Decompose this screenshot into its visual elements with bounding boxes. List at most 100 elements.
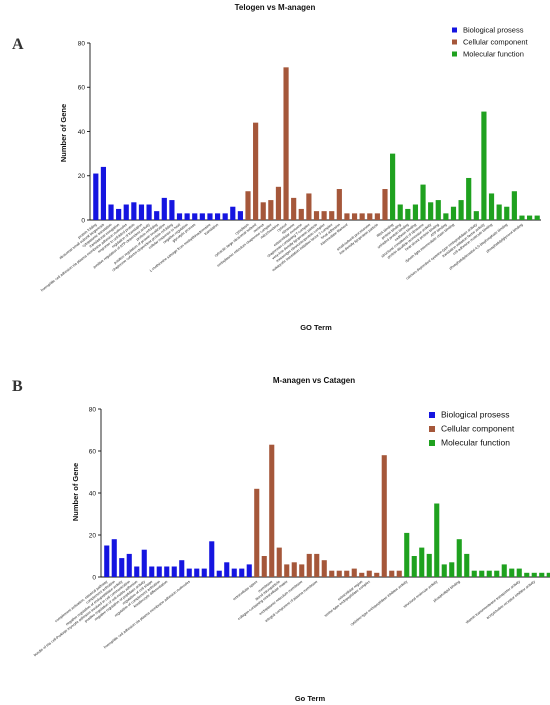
bar	[314, 553, 320, 577]
y-tick-label: 20	[89, 532, 97, 539]
bar	[374, 572, 380, 577]
bar	[426, 553, 432, 577]
bar	[519, 215, 525, 220]
bar	[329, 570, 335, 577]
bar	[359, 572, 365, 577]
bar	[511, 191, 517, 220]
chart-b-legend: Biological prosess Cellular component Mole…	[429, 410, 515, 448]
legend-label: Molecular function	[441, 438, 510, 448]
bar	[169, 200, 175, 220]
bar	[466, 177, 472, 220]
chart-b-title: M-anagen vs Catagen	[273, 376, 355, 385]
bar	[504, 206, 510, 220]
bar	[231, 568, 237, 577]
chart-b-bars	[104, 444, 550, 577]
bar	[449, 562, 455, 577]
bar	[396, 570, 402, 577]
bar	[419, 547, 425, 577]
chart-a-legend: Biological prosess Cellular component Mole…	[452, 26, 529, 59]
bar	[269, 444, 275, 577]
bar	[276, 547, 282, 577]
bar	[268, 200, 274, 220]
bar	[222, 213, 228, 220]
bar	[141, 549, 147, 577]
bar	[299, 564, 305, 577]
legend-label: Biological prosess	[463, 26, 524, 35]
bar	[284, 564, 290, 577]
bar	[171, 566, 177, 577]
bar	[344, 570, 350, 577]
bar	[111, 539, 117, 577]
legend-swatch	[452, 39, 457, 45]
bar	[458, 200, 464, 220]
chart-a-ylabel: Number of Gene	[59, 104, 68, 162]
bar	[216, 570, 222, 577]
bar	[441, 564, 447, 577]
panel-letter-b: B	[12, 378, 23, 395]
bar	[123, 204, 129, 220]
bar	[246, 564, 252, 577]
bar	[192, 213, 198, 220]
bar	[291, 562, 297, 577]
bar	[509, 568, 515, 577]
chart-a-bars	[93, 67, 540, 221]
bar	[306, 553, 312, 577]
y-tick-label: 60	[89, 448, 97, 455]
bar	[546, 572, 550, 577]
category-label: nucleus	[253, 223, 265, 234]
bar	[344, 213, 350, 220]
legend-label: Cellular component	[441, 424, 515, 434]
chart-b-xlabel: Go Term	[295, 694, 326, 703]
panel-b: B M-anagen vs Catagen Number of Gene Go …	[12, 376, 550, 703]
bar	[119, 558, 125, 577]
bar	[275, 186, 282, 220]
bar	[131, 202, 137, 220]
legend-swatch	[429, 412, 435, 418]
bar	[411, 556, 417, 577]
bar	[184, 213, 190, 220]
bar	[194, 568, 200, 577]
bar	[405, 208, 411, 220]
bar	[435, 200, 441, 220]
bar	[501, 564, 507, 577]
bar	[239, 568, 245, 577]
panel-letter-a: A	[12, 36, 24, 53]
bar	[253, 122, 259, 220]
legend-swatch	[452, 51, 457, 57]
panel-a: A Telogen vs M-anagen Number of Gene GO …	[12, 3, 541, 332]
bar	[291, 197, 297, 220]
y-tick-label: 20	[78, 173, 86, 180]
bar	[329, 211, 335, 220]
legend-label: Cellular component	[463, 38, 529, 47]
bar	[186, 568, 192, 577]
legend-swatch	[429, 440, 435, 446]
bar	[154, 211, 160, 220]
bar	[254, 488, 260, 577]
y-tick-label: 80	[89, 406, 97, 413]
bar	[516, 568, 522, 577]
bar	[367, 213, 373, 220]
bar	[389, 570, 395, 577]
category-label: cytosol	[276, 223, 287, 233]
bar	[126, 553, 132, 577]
bar	[201, 568, 207, 577]
bar	[428, 202, 434, 220]
bar	[494, 570, 500, 577]
bar	[531, 572, 537, 577]
bar	[134, 566, 140, 577]
bar	[156, 566, 162, 577]
chart-b-category-labels: complement activation, classical pathway…	[33, 580, 536, 658]
bar	[464, 553, 470, 577]
bar	[366, 570, 372, 577]
bar	[100, 166, 107, 220]
y-tick-label: 60	[78, 85, 86, 92]
category-label: vitamin transmembrane transporter activi…	[465, 580, 521, 625]
bar	[176, 213, 183, 220]
category-label: bundle of His cell-Purkinje myocyte adhe…	[33, 580, 131, 658]
chart-b-ylabel: Number of Gene	[71, 463, 80, 521]
bar	[486, 570, 492, 577]
bar	[374, 213, 380, 220]
bar	[237, 211, 243, 220]
legend-swatch	[452, 27, 457, 33]
